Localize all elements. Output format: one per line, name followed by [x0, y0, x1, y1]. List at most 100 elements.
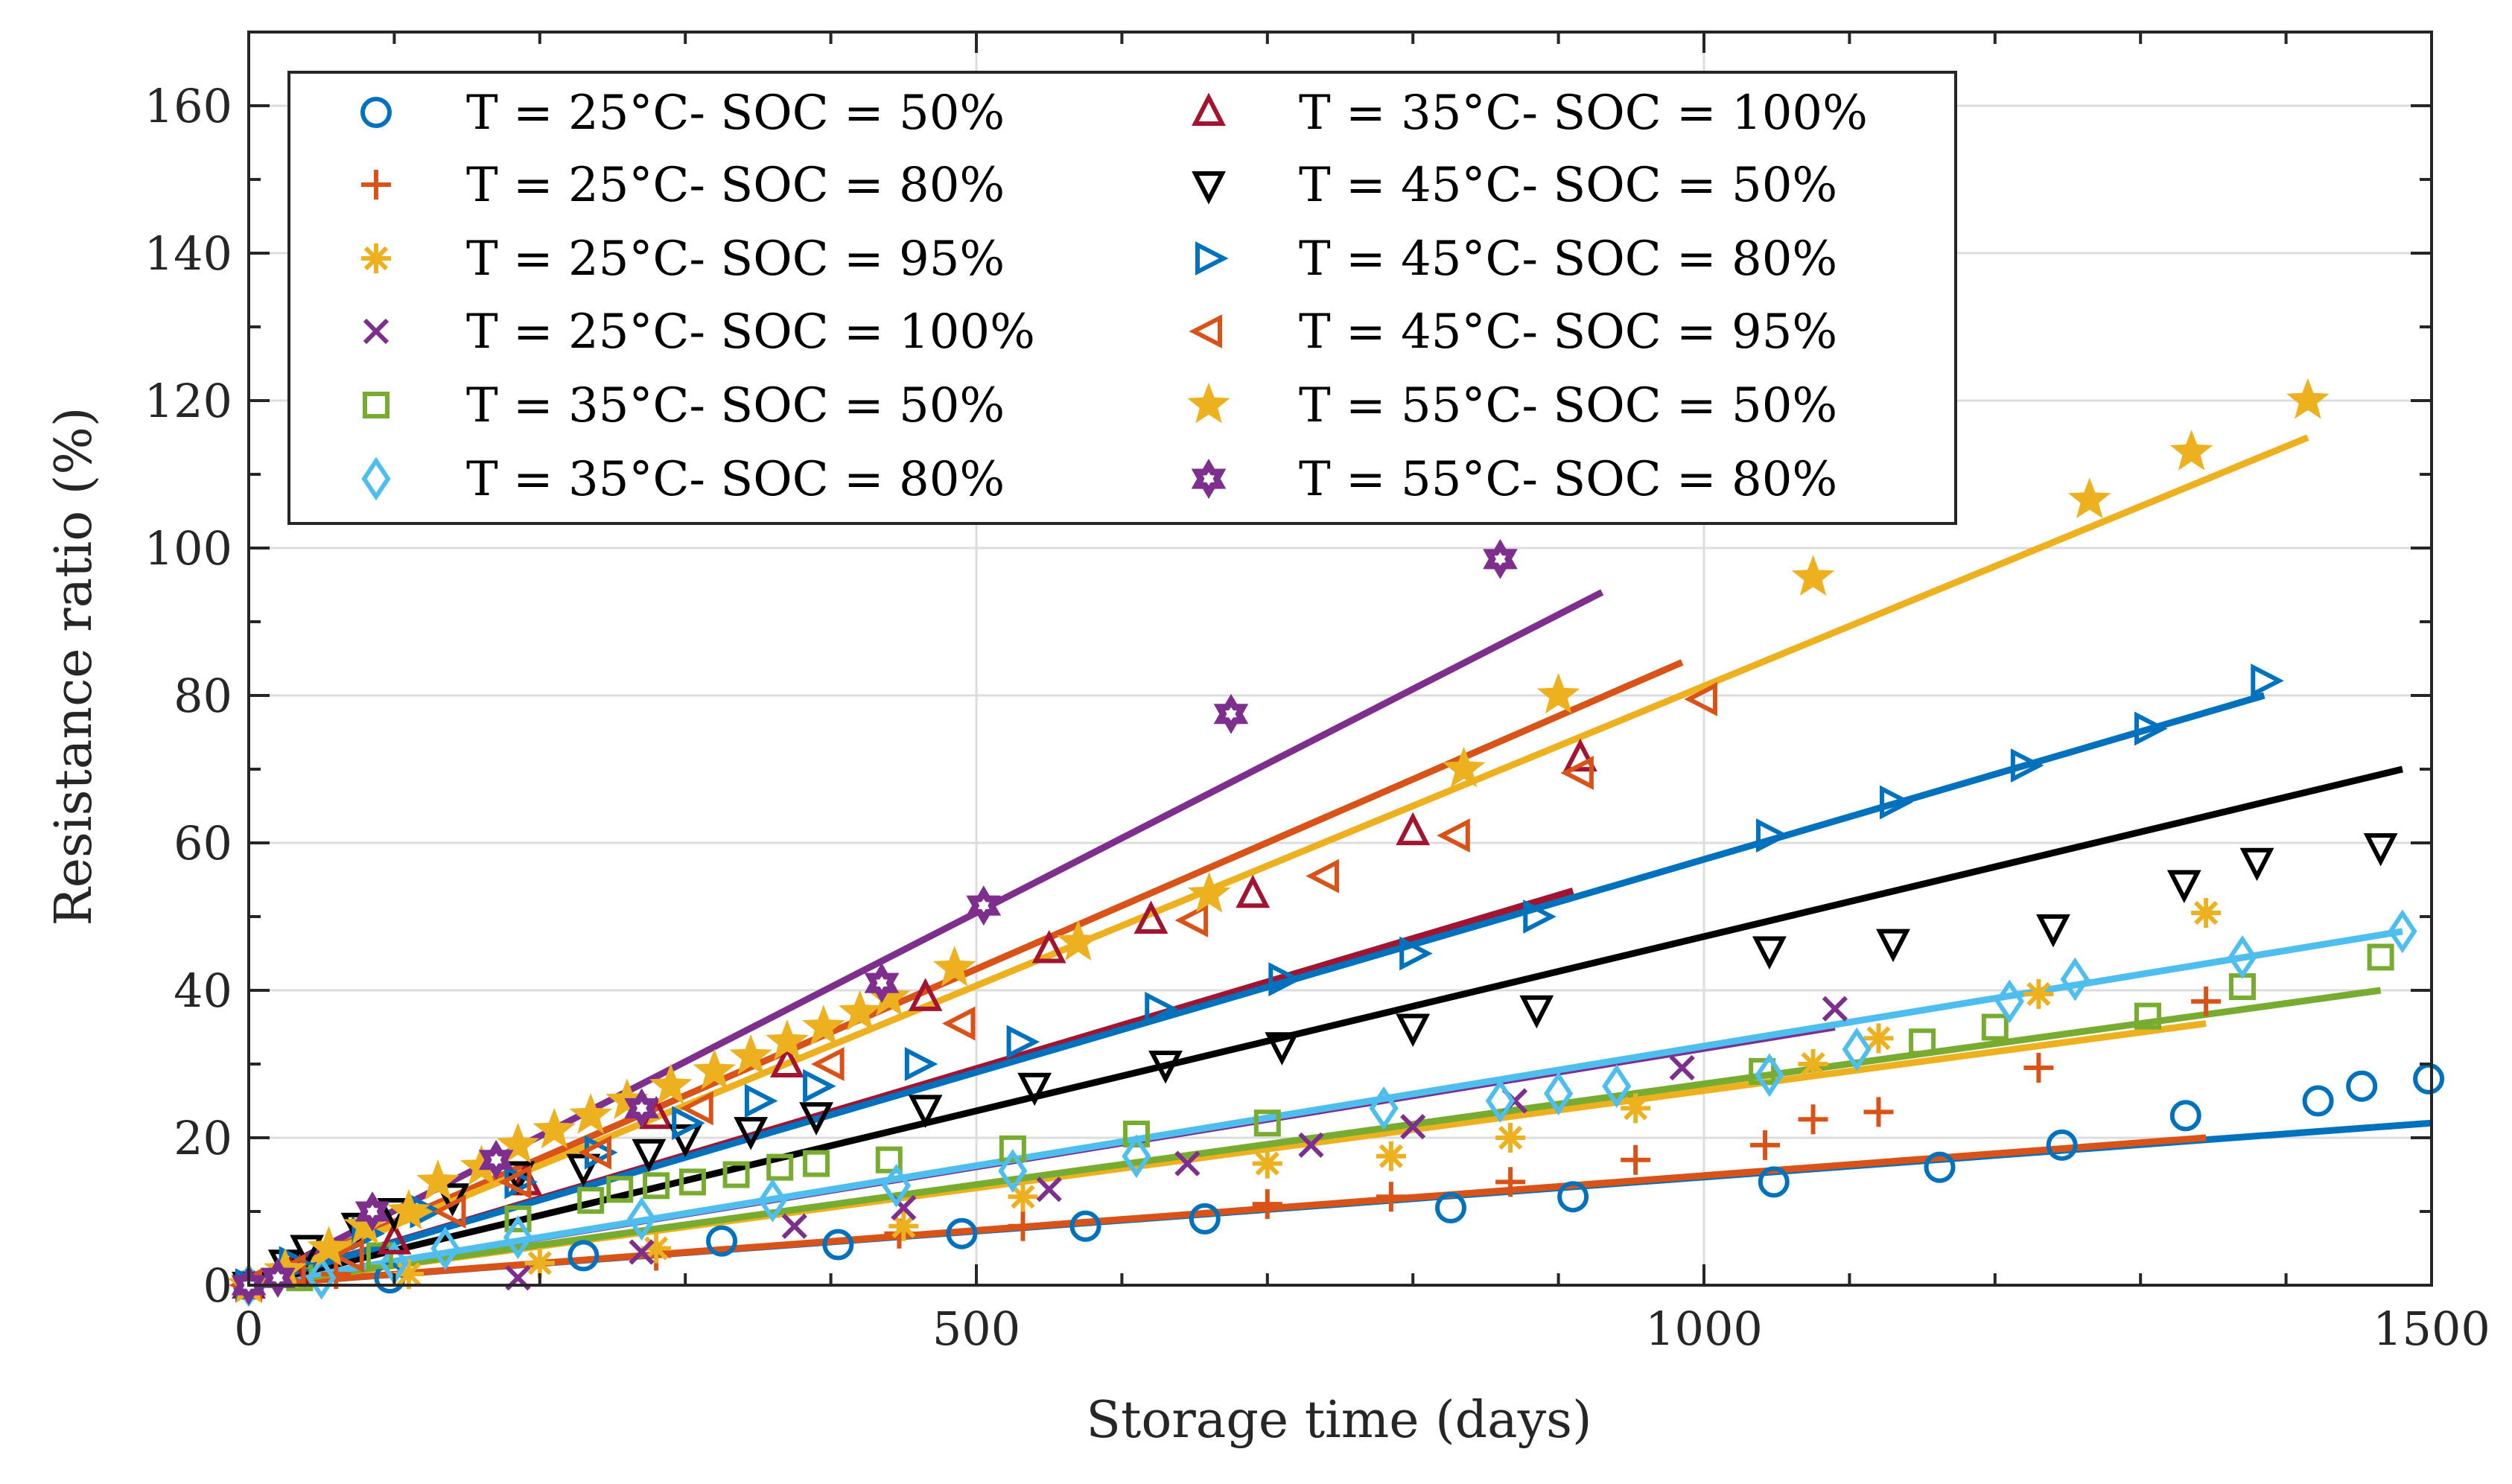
- legend-label: T = 55°C- SOC = 50%: [1299, 378, 1837, 433]
- legend-entry: T = 55°C- SOC = 80%: [1191, 452, 1837, 507]
- data-point-series-8: [1519, 995, 1554, 1029]
- data-point-series-11: [569, 1093, 612, 1134]
- x-marker-shape: [1669, 1054, 1695, 1081]
- triangle-marker-shape: [680, 1091, 713, 1126]
- data-point-series-8: [566, 1153, 601, 1188]
- data-point-series-2: [1376, 1182, 1406, 1212]
- data-point-series-8: [2036, 914, 2070, 948]
- data-point-series-11: [1536, 672, 1580, 714]
- data-point-series-1: [1557, 1181, 1589, 1213]
- square-marker-shape: [803, 1150, 830, 1177]
- legend-marker-icon: [361, 170, 391, 200]
- x-tick-label: 500: [932, 1302, 1020, 1356]
- legend-label: T = 25°C- SOC = 80%: [466, 158, 1005, 213]
- legend-label: T = 45°C- SOC = 80%: [1299, 232, 1837, 287]
- triangle-marker-shape: [1876, 929, 1910, 963]
- triangle-marker-shape: [1523, 899, 1557, 934]
- data-point-series-7: [1396, 812, 1431, 846]
- data-point-series-3: [1863, 1023, 1894, 1054]
- triangle-marker-shape: [1562, 738, 1597, 772]
- data-point-series-9: [904, 1047, 938, 1081]
- data-point-series-8: [799, 1102, 833, 1136]
- asterisk-marker-shape: [2023, 978, 2054, 1009]
- fit-line-10: [247, 659, 1684, 1289]
- hexagram-marker-center: [1494, 552, 1507, 566]
- star-marker-shape: [1791, 555, 1835, 596]
- data-point-series-5: [366, 1242, 393, 1270]
- legend-label: T = 45°C- SOC = 50%: [1299, 158, 1837, 213]
- diamond-marker-shape: [430, 1226, 460, 1270]
- data-point-series-8: [2363, 832, 2398, 867]
- data-point-series-1: [706, 1225, 738, 1257]
- diamond-marker-shape: [1842, 1027, 1872, 1071]
- legend-label: T = 35°C- SOC = 80%: [466, 452, 1005, 507]
- data-point-series-1: [1069, 1210, 1101, 1242]
- data-point-series-11: [2068, 477, 2111, 519]
- square-marker-shape: [875, 1146, 903, 1173]
- diamond-marker-shape: [881, 1163, 912, 1208]
- data-point-series-2: [1798, 1104, 1828, 1135]
- triangle-marker-shape: [1880, 785, 1913, 820]
- x-axis-label: Storage time (days): [1086, 1391, 1592, 1450]
- plus-marker-shape: [2023, 1052, 2054, 1083]
- data-point-series-7: [1236, 874, 1271, 908]
- data-point-series-12: [624, 1088, 659, 1129]
- triangle-marker-shape: [1437, 818, 1470, 853]
- data-point-series-11: [2169, 430, 2213, 471]
- diamond-marker-shape: [2388, 909, 2417, 954]
- legend-marker-icon: [360, 97, 392, 128]
- data-point-series-7: [908, 978, 943, 1011]
- data-point-series-11: [2286, 378, 2330, 419]
- triangle-marker-shape: [1265, 1032, 1300, 1066]
- circle-marker-shape: [360, 97, 392, 128]
- y-tick-label: 120: [144, 374, 232, 428]
- data-point-series-9: [2010, 748, 2044, 783]
- data-point-series-1: [2302, 1085, 2334, 1117]
- data-point-series-11: [1057, 920, 1100, 961]
- triangle-marker-shape: [377, 1221, 412, 1255]
- data-point-series-4: [1669, 1054, 1695, 1081]
- data-point-series-3: [1252, 1148, 1282, 1179]
- y-tick-label: 40: [174, 964, 232, 1018]
- fit-line-2: [248, 1134, 2207, 1289]
- legend-marker-icon: [1192, 171, 1226, 205]
- star-marker-shape: [802, 1004, 845, 1045]
- star-marker-shape: [1187, 382, 1230, 424]
- data-point-series-6: [1543, 1071, 1574, 1116]
- triangle-marker-shape: [1145, 991, 1178, 1026]
- asterisk-marker-shape: [1008, 1182, 1038, 1212]
- data-point-series-1: [946, 1217, 978, 1249]
- data-point-series-11: [729, 1034, 772, 1075]
- circle-marker-shape: [2169, 1100, 2201, 1132]
- legend-label: T = 25°C- SOC = 100%: [466, 305, 1035, 360]
- data-point-series-4: [1174, 1150, 1201, 1176]
- star-marker-shape: [766, 1019, 809, 1060]
- triangle-marker-shape: [2363, 832, 2398, 867]
- square-marker-shape: [504, 1205, 532, 1232]
- hexagram-marker-center: [366, 1205, 378, 1218]
- data-point-series-11: [387, 1188, 430, 1230]
- triangle-marker-shape: [1755, 818, 1790, 853]
- data-point-series-10: [1437, 818, 1470, 853]
- data-point-series-6: [307, 1255, 337, 1300]
- triangle-marker-shape: [433, 1194, 466, 1229]
- triangle-marker-shape: [632, 1139, 667, 1173]
- data-point-series-7: [1562, 738, 1597, 772]
- x-tick-label: 1500: [2373, 1302, 2490, 1356]
- data-point-series-7: [1133, 900, 1168, 934]
- data-point-series-9: [1399, 936, 1433, 971]
- circle-marker-shape: [2302, 1085, 2334, 1117]
- triangle-marker-shape: [941, 1006, 976, 1041]
- data-point-series-8: [1017, 1072, 1052, 1106]
- legend-label: T = 25°C- SOC = 95%: [466, 232, 1005, 287]
- square-marker-shape: [366, 1242, 393, 1270]
- triangle-marker-shape: [904, 1047, 938, 1081]
- triangle-marker-shape: [668, 1124, 703, 1158]
- data-point-series-10: [1174, 903, 1209, 937]
- triangle-marker-shape: [770, 1044, 804, 1077]
- legend-entry: T = 55°C- SOC = 50%: [1187, 378, 1837, 433]
- star-marker-shape: [932, 946, 976, 987]
- data-point-series-11: [307, 1226, 351, 1267]
- data-point-series-6: [757, 1178, 788, 1223]
- data-point-series-9: [1523, 899, 1557, 934]
